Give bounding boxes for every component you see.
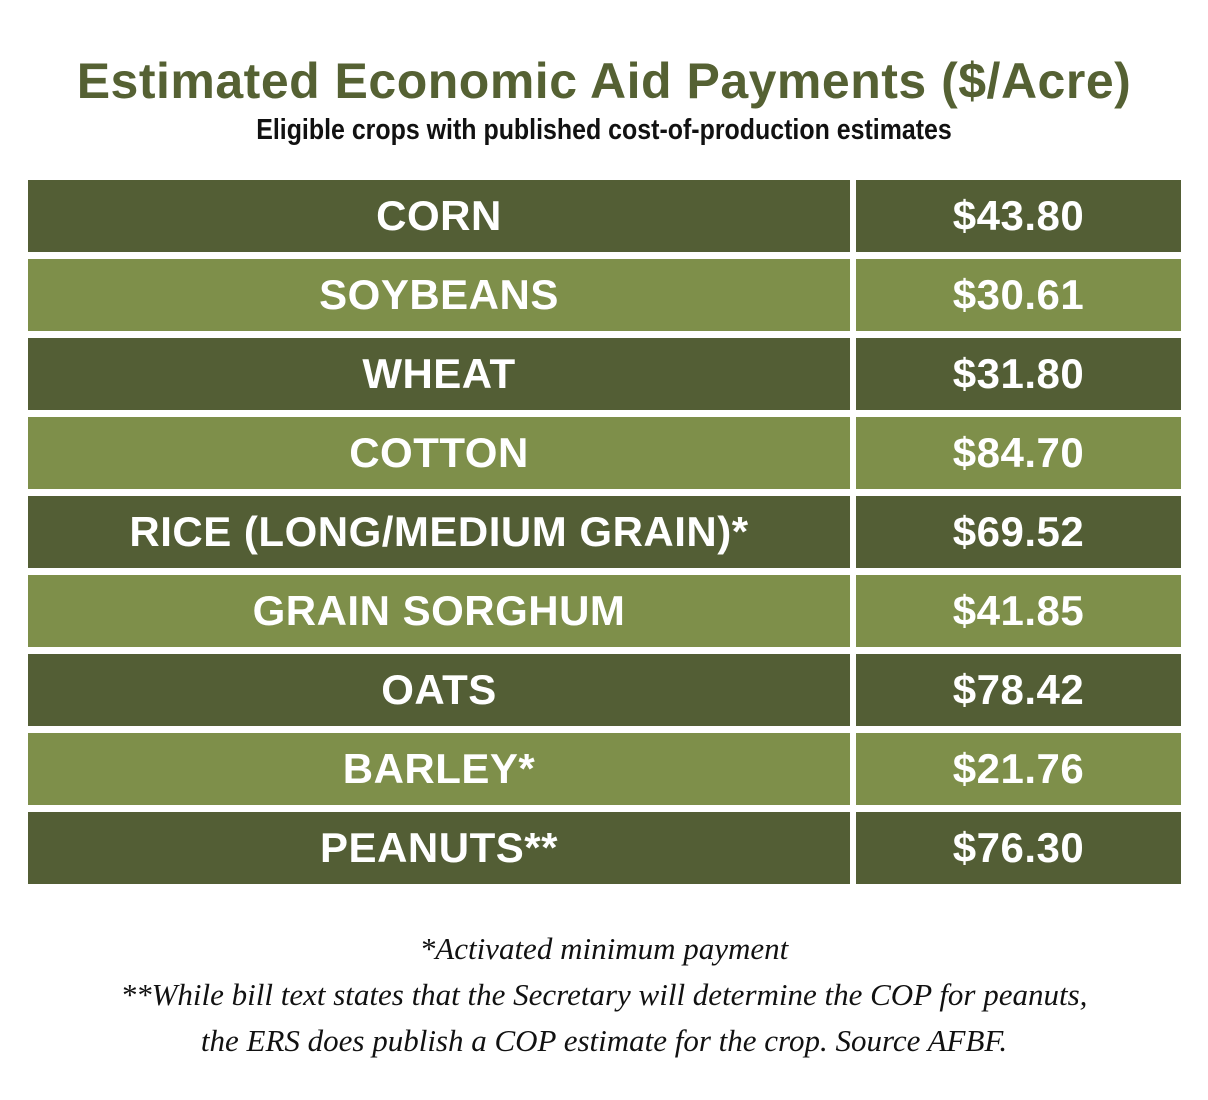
chart-subtitle: Eligible crops with published cost-of-pr… bbox=[256, 114, 952, 146]
footnote-minimum-payment: *Activated minimum payment bbox=[419, 931, 789, 966]
chart-title: Estimated Economic Aid Payments ($/Acre) bbox=[76, 53, 1132, 109]
footnotes: *Activated minimum payment **While bill … bbox=[0, 926, 1208, 1064]
payment-cell: $41.85 bbox=[856, 575, 1181, 647]
payment-cell: $21.76 bbox=[856, 733, 1181, 805]
payments-table: CORN $43.80 SOYBEANS $30.61 WHEAT $31.80… bbox=[28, 180, 1181, 891]
table-row: WHEAT $31.80 bbox=[28, 338, 1181, 410]
footnote-source: the ERS does publish a COP estimate for … bbox=[200, 1023, 1008, 1058]
table-row: COTTON $84.70 bbox=[28, 417, 1181, 489]
table-row: OATS $78.42 bbox=[28, 654, 1181, 726]
crop-cell: SOYBEANS bbox=[28, 259, 850, 331]
crop-cell: RICE (LONG/MEDIUM GRAIN)* bbox=[28, 496, 850, 568]
crop-cell: PEANUTS** bbox=[28, 812, 850, 884]
payment-cell: $30.61 bbox=[856, 259, 1181, 331]
table-row: SOYBEANS $30.61 bbox=[28, 259, 1181, 331]
table-row: GRAIN SORGHUM $41.85 bbox=[28, 575, 1181, 647]
table-row: RICE (LONG/MEDIUM GRAIN)* $69.52 bbox=[28, 496, 1181, 568]
crop-cell: WHEAT bbox=[28, 338, 850, 410]
footnote-peanuts: **While bill text states that the Secret… bbox=[120, 977, 1088, 1012]
crop-cell: GRAIN SORGHUM bbox=[28, 575, 850, 647]
payment-cell: $31.80 bbox=[856, 338, 1181, 410]
payment-cell: $84.70 bbox=[856, 417, 1181, 489]
crop-cell: COTTON bbox=[28, 417, 850, 489]
payment-cell: $43.80 bbox=[856, 180, 1181, 252]
payment-cell: $78.42 bbox=[856, 654, 1181, 726]
payment-cell: $76.30 bbox=[856, 812, 1181, 884]
crop-cell: BARLEY* bbox=[28, 733, 850, 805]
crop-cell: OATS bbox=[28, 654, 850, 726]
table-row: PEANUTS** $76.30 bbox=[28, 812, 1181, 884]
table-row: BARLEY* $21.76 bbox=[28, 733, 1181, 805]
crop-cell: CORN bbox=[28, 180, 850, 252]
payment-cell: $69.52 bbox=[856, 496, 1181, 568]
table-row: CORN $43.80 bbox=[28, 180, 1181, 252]
